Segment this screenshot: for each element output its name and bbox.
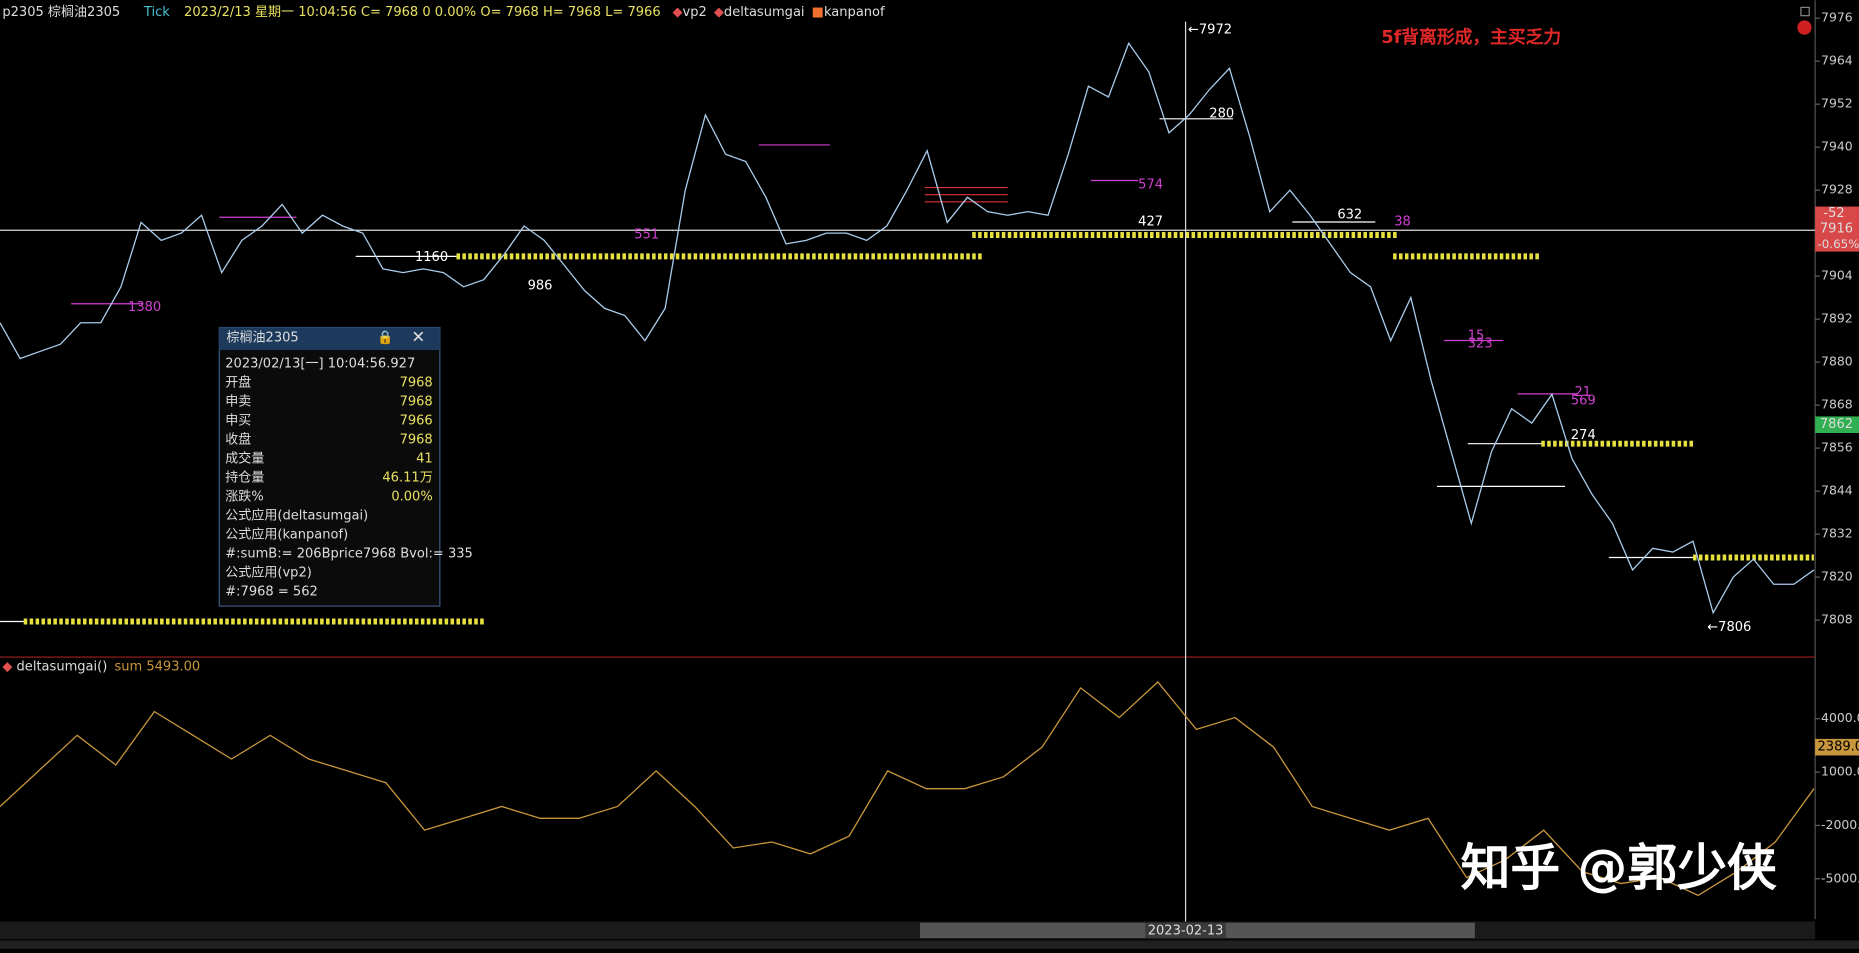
tooltip-label: 申买 xyxy=(225,414,251,429)
y-tick-label: 7832 xyxy=(1821,526,1853,541)
y-tick-label: 7808 xyxy=(1821,612,1853,627)
series-line xyxy=(0,681,1815,897)
tooltip-label: 持仓量 xyxy=(225,471,264,486)
tooltip-label: 申卖 xyxy=(225,395,251,410)
magenta-lines xyxy=(71,144,1577,395)
annotation: 427 xyxy=(1138,214,1163,229)
y-tick-label: 7940 xyxy=(1821,139,1853,154)
tooltip-value: 7968 xyxy=(400,376,433,391)
y-tick-label: 7880 xyxy=(1821,354,1853,369)
maximize[interactable] xyxy=(1800,6,1810,17)
y-tick-label: -5000.00 xyxy=(1821,870,1859,885)
annotation: 274 xyxy=(1571,428,1596,443)
tooltip-label: 2023/02/13[一] 10:04:56.927 xyxy=(225,357,415,372)
tooltip-label: 公式应用(deltasumgai) xyxy=(225,507,368,523)
ind-tag-bg xyxy=(1815,738,1859,756)
tooltip-label: 收盘 xyxy=(225,432,251,448)
tooltip: 棕榈油2305 🔒 ✕ 2023/02/13[一] 10:04:56.927 开盘… xyxy=(218,326,473,607)
svg-text:🔒: 🔒 xyxy=(377,330,393,346)
annotation: 1380 xyxy=(128,300,161,315)
y-tick-label: 7856 xyxy=(1821,440,1853,455)
tooltip-label: 成交量 xyxy=(225,451,264,467)
annotation: 551 xyxy=(634,228,659,243)
mark-tag-bg xyxy=(1815,416,1859,434)
annotation-title: 5f背离形成，主买乏力 xyxy=(1381,26,1561,48)
annotation: 15 xyxy=(1468,328,1485,343)
annotation: 569 xyxy=(1571,393,1596,408)
tooltip-label: 开盘 xyxy=(225,375,251,391)
time-tag-bg xyxy=(1145,922,1226,939)
tooltip-value: 41 xyxy=(416,452,433,467)
close-dot[interactable] xyxy=(1797,20,1812,35)
tooltip-value: 7966 xyxy=(400,414,433,429)
tab-bar xyxy=(0,940,1859,949)
tooltip-label: 公式应用(vp2) xyxy=(225,564,312,580)
tooltip-label: 涨跌% xyxy=(225,489,263,505)
y-tick-label: 1000.00 xyxy=(1821,764,1859,779)
y-tick-label: 7976 xyxy=(1821,10,1853,25)
annotation: ←7806 xyxy=(1707,620,1751,635)
indicator-subtitle: sum 5493.00 xyxy=(114,659,200,674)
price-pct: -0.65% xyxy=(1818,237,1859,251)
header: p2305 棕榈油2305 Tick 2023/2/13 星期一 10:04:56 … xyxy=(2,5,885,20)
tooltip-label: 公式应用(kanpanof) xyxy=(225,526,348,542)
annotation: 632 xyxy=(1337,207,1362,222)
y-tick-label: 7964 xyxy=(1821,53,1853,68)
annotation: 21 xyxy=(1574,385,1591,400)
time-label: 2023-02-13 xyxy=(1148,923,1224,938)
y-tick-label: 7868 xyxy=(1821,397,1853,412)
y-tick-label: 7844 xyxy=(1821,483,1853,498)
y-tick-label: 7892 xyxy=(1821,311,1853,326)
price-mark: 7862 xyxy=(1820,417,1853,432)
y-tick-label: -2000.00 xyxy=(1821,817,1859,832)
y-tick-label: 7952 xyxy=(1821,96,1853,111)
annotation: 323 xyxy=(1468,337,1493,352)
indicator: deltasumgai xyxy=(724,5,805,20)
tooltip-value: 7968 xyxy=(400,433,433,448)
series-line xyxy=(0,41,1815,615)
y-tick-label: 4000.00 xyxy=(1821,710,1859,725)
mode: Tick xyxy=(143,5,170,20)
symbol: p2305 棕榈油2305 xyxy=(2,5,120,20)
level-lines xyxy=(0,118,1694,623)
annotation: 280 xyxy=(1209,107,1234,122)
tooltip-value: 0.00% xyxy=(391,490,432,505)
annotation: ←7972 xyxy=(1188,22,1232,37)
tooltip-close[interactable]: ✕ xyxy=(411,328,425,347)
y-tick-label: 7820 xyxy=(1821,569,1853,584)
price-last: 7916 xyxy=(1820,222,1853,237)
annotation: 986 xyxy=(528,278,553,293)
price-change: -52 xyxy=(1823,206,1844,221)
indicator-header: ◆ deltasumgai() sum 5493.00 xyxy=(2,659,200,674)
annotation: 574 xyxy=(1138,178,1163,193)
red-lines xyxy=(924,186,1008,203)
annotation: 38 xyxy=(1394,214,1411,229)
scrollbar[interactable] xyxy=(0,921,1816,940)
indicator: kanpanof xyxy=(824,5,885,20)
y-tick-label: 7928 xyxy=(1821,182,1853,197)
indicator-tag: 2389.00 xyxy=(1818,740,1859,755)
price-tag-bg xyxy=(1815,206,1859,252)
tooltip-title: 棕榈油2305 xyxy=(226,331,298,346)
tooltip-value: 46.11万 xyxy=(382,471,432,486)
tooltip-value: 7968 xyxy=(400,395,433,410)
y-tick-label: 7904 xyxy=(1821,268,1853,283)
plots: 7808 7820 7832 7844 7856 7868 7880 7892 7904 7916… xyxy=(0,10,1859,897)
watermark: 知乎 @郭少侠 xyxy=(1461,839,1777,897)
quote: 2023/2/13 星期一 10:04:56 C= 7968 0 0.00% O… xyxy=(184,5,661,20)
indicator-title: deltasumgai() xyxy=(17,659,108,674)
indicator: vp2 xyxy=(683,5,707,20)
tooltip-label: #:7968 = 562 xyxy=(225,584,318,599)
tooltip-label: #:sumB:= 206Bprice7968 Bvol:= 335 xyxy=(225,546,473,561)
annotation: 1160 xyxy=(415,250,448,265)
